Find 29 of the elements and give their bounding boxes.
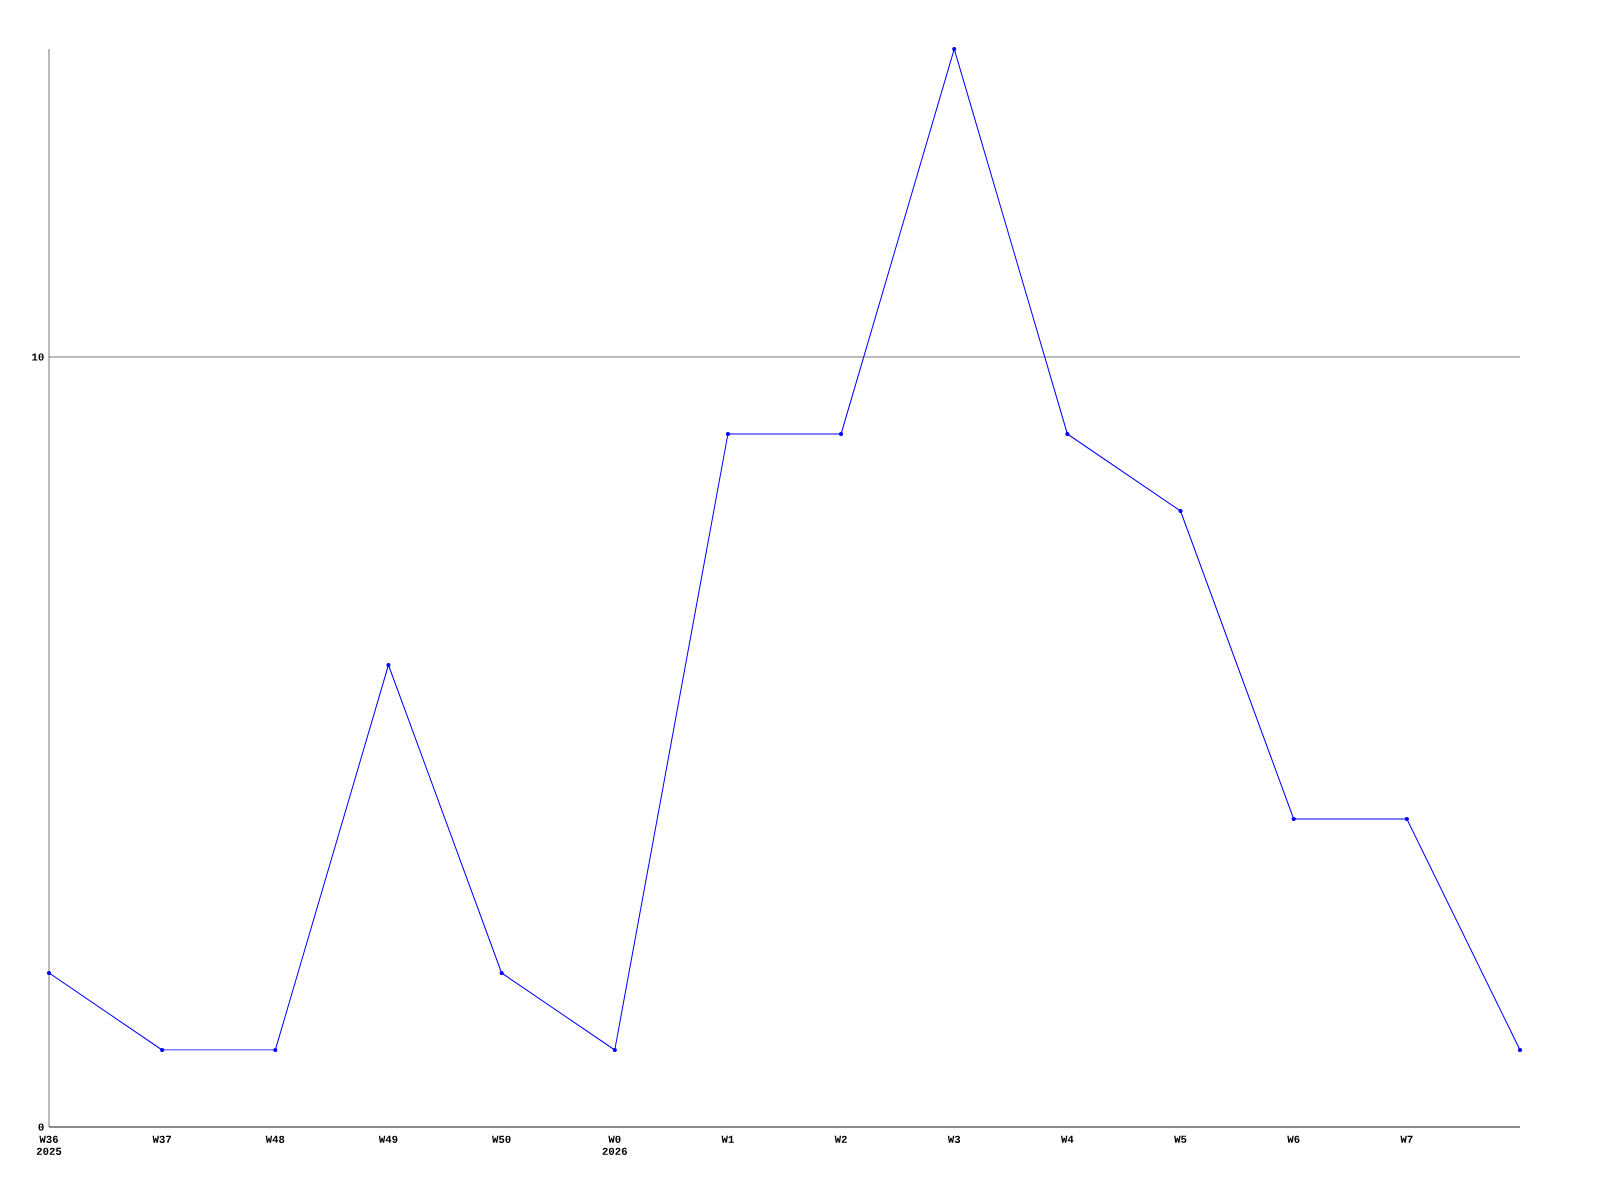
- x-tick-label: W7: [1400, 1135, 1413, 1143]
- point: [612, 1047, 617, 1053]
- point: [386, 662, 391, 668]
- point: [1517, 1047, 1523, 1053]
- y-tick-label: 10: [32, 353, 44, 361]
- point: [160, 1047, 165, 1053]
- point: [1291, 816, 1296, 822]
- x-tick-label: W36 2025: [36, 1135, 62, 1155]
- x-tick-label: W37: [152, 1135, 172, 1143]
- point: [952, 46, 957, 52]
- point: [1404, 816, 1409, 822]
- point: [725, 431, 731, 437]
- x-tick-label: W1: [721, 1135, 734, 1143]
- point: [838, 431, 844, 437]
- point: [1178, 508, 1183, 514]
- point: [273, 1047, 278, 1053]
- point: [46, 970, 52, 976]
- x-tick-label: W2: [834, 1135, 847, 1143]
- point: [1065, 431, 1070, 437]
- x-tick-label: W4: [1060, 1135, 1074, 1143]
- x-tick-label: W50: [492, 1135, 511, 1143]
- x-tick-label: W5: [1174, 1135, 1187, 1143]
- point: [499, 970, 504, 976]
- x-tick-label: W49: [378, 1135, 398, 1143]
- x-tick-label: W48: [265, 1135, 285, 1143]
- x-tick-label: W0 2026: [602, 1135, 627, 1155]
- x-tick-label: W3: [947, 1135, 961, 1143]
- y-tick-label: 0: [38, 1123, 44, 1131]
- x-tick-label: W6: [1287, 1135, 1300, 1143]
